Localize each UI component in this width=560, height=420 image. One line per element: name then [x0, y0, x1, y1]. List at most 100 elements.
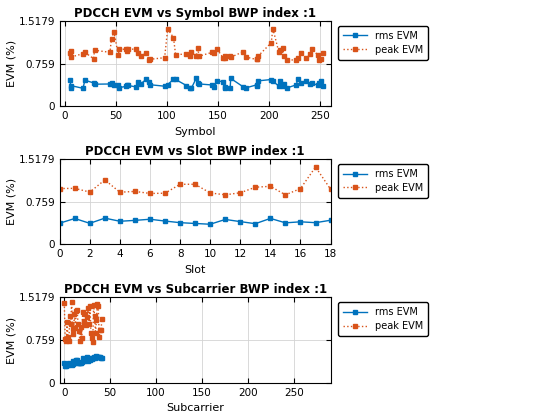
rms EVM [64, 362, 71, 367]
peak EVM [76, 329, 82, 334]
peak EVM [132, 189, 138, 194]
peak EVM [74, 321, 81, 326]
Line: peak EVM: peak EVM [68, 26, 325, 62]
peak EVM [85, 306, 91, 311]
peak EVM [222, 192, 228, 197]
peak EVM [77, 339, 83, 344]
peak EVM [73, 308, 80, 313]
peak EVM [94, 302, 101, 307]
Y-axis label: EVM (%): EVM (%) [7, 316, 17, 364]
rms EVM [124, 83, 131, 88]
rms EVM [77, 360, 84, 365]
rms EVM [64, 362, 71, 368]
peak EVM [211, 51, 218, 56]
peak EVM [80, 310, 86, 315]
rms EVM [71, 216, 78, 221]
peak EVM [267, 184, 274, 189]
rms EVM [74, 360, 81, 365]
peak EVM [90, 302, 97, 307]
peak EVM [282, 192, 289, 197]
peak EVM [90, 339, 96, 344]
rms EVM [297, 219, 304, 224]
rms EVM [282, 220, 289, 226]
rms EVM [93, 354, 100, 359]
Legend: rms EVM, peak EVM: rms EVM, peak EVM [338, 26, 428, 60]
peak EVM [63, 339, 69, 344]
peak EVM [99, 316, 105, 321]
Title: PDCCH EVM vs Subcarrier BWP index :1: PDCCH EVM vs Subcarrier BWP index :1 [64, 283, 326, 296]
peak EVM [319, 50, 326, 55]
peak EVM [71, 312, 78, 317]
peak EVM [66, 339, 72, 344]
rms EVM [237, 219, 244, 224]
rms EVM [85, 358, 91, 363]
Line: peak EVM: peak EVM [58, 165, 333, 197]
rms EVM [91, 355, 98, 360]
peak EVM [161, 55, 168, 60]
peak EVM [78, 336, 85, 341]
peak EVM [101, 177, 108, 182]
peak EVM [297, 50, 304, 55]
rms EVM [80, 355, 86, 360]
peak EVM [312, 165, 319, 170]
peak EVM [116, 190, 123, 195]
peak EVM [327, 187, 334, 192]
rms EVM [132, 218, 138, 223]
rms EVM [222, 217, 228, 222]
rms EVM [97, 355, 104, 360]
peak EVM [82, 312, 89, 317]
peak EVM [68, 300, 75, 305]
rms EVM [90, 355, 96, 360]
rms EVM [99, 355, 105, 360]
peak EVM [64, 334, 71, 339]
peak EVM [88, 335, 95, 340]
peak EVM [74, 307, 81, 312]
peak EVM [93, 317, 100, 322]
Legend: rms EVM, peak EVM: rms EVM, peak EVM [338, 302, 428, 336]
peak EVM [67, 50, 73, 55]
Line: rms EVM: rms EVM [68, 76, 325, 90]
peak EVM [86, 189, 93, 194]
rms EVM [214, 79, 221, 84]
peak EVM [80, 321, 87, 326]
rms EVM [82, 357, 89, 362]
peak EVM [64, 319, 71, 324]
rms EVM [123, 84, 129, 89]
peak EVM [92, 331, 99, 336]
rms EVM [86, 357, 92, 362]
peak EVM [70, 332, 77, 337]
Legend: rms EVM, peak EVM: rms EVM, peak EVM [338, 164, 428, 198]
peak EVM [84, 315, 91, 320]
rms EVM [63, 364, 69, 369]
peak EVM [95, 304, 101, 309]
Line: rms EVM: rms EVM [62, 354, 104, 368]
peak EVM [77, 325, 84, 330]
peak EVM [162, 191, 169, 196]
rms EVM [67, 77, 73, 82]
rms EVM [88, 357, 95, 362]
rms EVM [69, 361, 76, 366]
X-axis label: Symbol: Symbol [174, 127, 216, 137]
rms EVM [73, 358, 80, 363]
rms EVM [177, 220, 184, 225]
Y-axis label: EVM (%): EVM (%) [7, 178, 17, 226]
peak EVM [124, 46, 131, 51]
rms EVM [97, 354, 104, 359]
rms EVM [62, 363, 68, 368]
rms EVM [72, 359, 78, 364]
rms EVM [92, 354, 99, 359]
peak EVM [61, 300, 68, 305]
peak EVM [96, 334, 102, 339]
rms EVM [68, 362, 75, 367]
peak EVM [192, 182, 198, 187]
peak EVM [69, 326, 76, 331]
rms EVM [61, 361, 68, 366]
rms EVM [74, 358, 81, 363]
peak EVM [222, 55, 228, 60]
peak EVM [72, 326, 78, 331]
peak EVM [177, 182, 184, 187]
rms EVM [116, 219, 123, 224]
rms EVM [84, 354, 91, 360]
peak EVM [269, 26, 276, 31]
rms EVM [87, 356, 94, 361]
